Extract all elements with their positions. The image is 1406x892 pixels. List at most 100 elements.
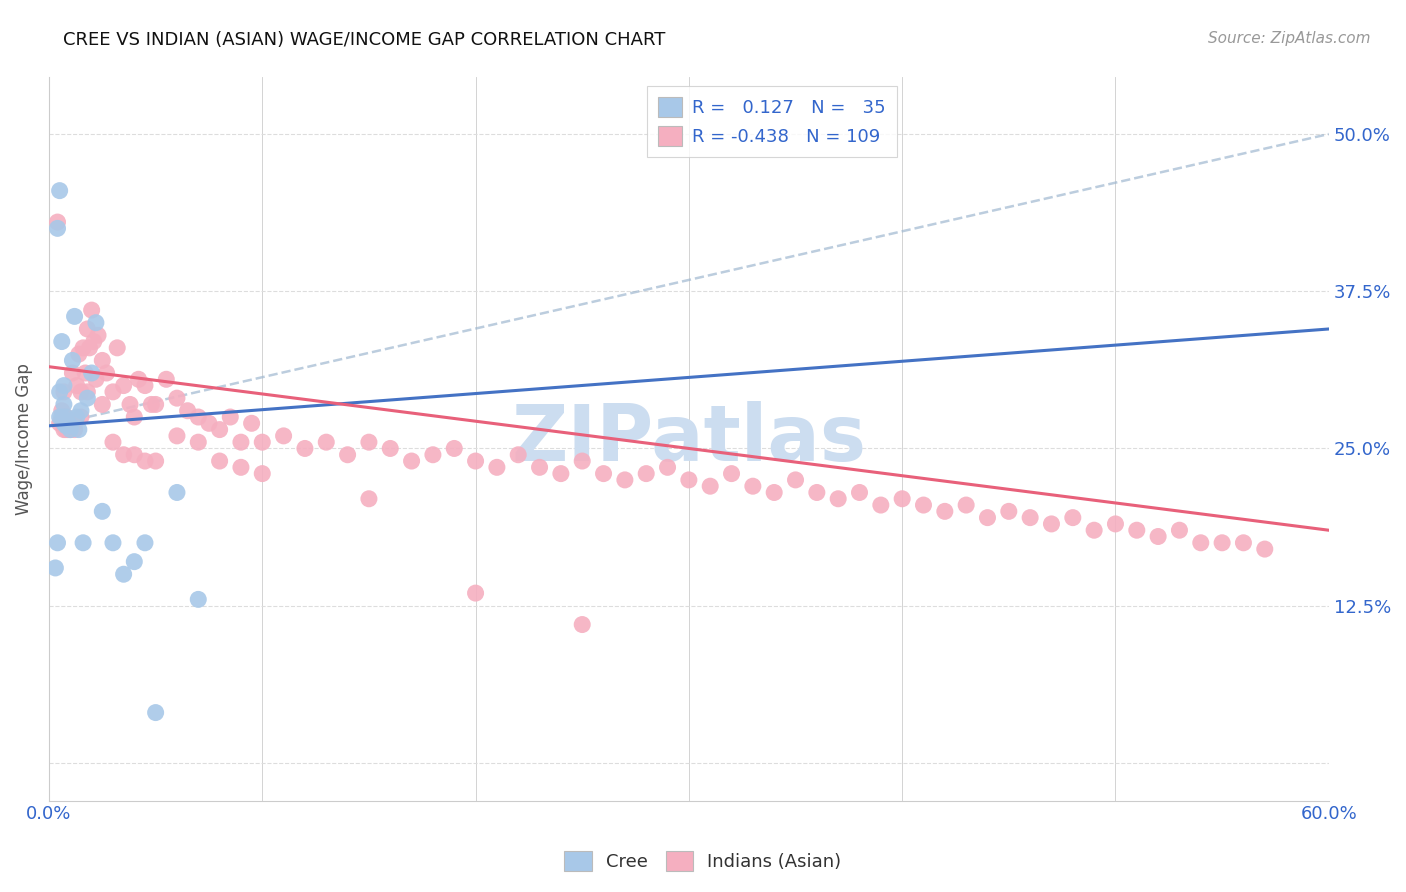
Text: Source: ZipAtlas.com: Source: ZipAtlas.com	[1208, 31, 1371, 46]
Point	[91, 397, 114, 411]
Point	[485, 460, 508, 475]
Point	[59, 423, 82, 437]
Point	[357, 491, 380, 506]
Point	[59, 418, 82, 433]
Point	[636, 467, 658, 481]
Point	[76, 391, 98, 405]
Point	[124, 448, 146, 462]
Point	[51, 403, 73, 417]
Point	[51, 334, 73, 349]
Point	[46, 215, 69, 229]
Point	[166, 429, 188, 443]
Point	[56, 417, 79, 431]
Point	[51, 410, 73, 425]
Point	[145, 397, 167, 411]
Point	[48, 410, 70, 425]
Y-axis label: Wage/Income Gap: Wage/Income Gap	[15, 363, 32, 515]
Point	[464, 586, 486, 600]
Point	[63, 310, 86, 324]
Point	[63, 417, 86, 431]
Point	[508, 448, 530, 462]
Point	[613, 473, 636, 487]
Point	[187, 410, 209, 425]
Point	[80, 303, 103, 318]
Point	[52, 378, 75, 392]
Legend: Cree, Indians (Asian): Cree, Indians (Asian)	[557, 844, 849, 879]
Point	[806, 485, 828, 500]
Point	[91, 353, 114, 368]
Point	[252, 467, 274, 481]
Point	[1232, 536, 1254, 550]
Point	[46, 221, 69, 235]
Text: ZIPatlas: ZIPatlas	[512, 401, 866, 477]
Point	[208, 454, 231, 468]
Point	[380, 442, 402, 456]
Point	[1211, 536, 1233, 550]
Point	[62, 353, 84, 368]
Point	[91, 504, 114, 518]
Point	[529, 460, 551, 475]
Point	[84, 372, 107, 386]
Point	[101, 536, 124, 550]
Point	[84, 316, 107, 330]
Point	[124, 555, 146, 569]
Point	[63, 423, 86, 437]
Point	[219, 410, 242, 425]
Point	[145, 706, 167, 720]
Point	[848, 485, 870, 500]
Point	[229, 435, 252, 450]
Point	[105, 341, 128, 355]
Point	[315, 435, 337, 450]
Point	[678, 473, 700, 487]
Point	[72, 341, 94, 355]
Point	[52, 417, 75, 431]
Point	[145, 454, 167, 468]
Point	[401, 454, 423, 468]
Point	[166, 391, 188, 405]
Point	[112, 378, 135, 392]
Point	[187, 592, 209, 607]
Point	[101, 435, 124, 450]
Point	[44, 561, 66, 575]
Point	[72, 536, 94, 550]
Point	[208, 423, 231, 437]
Point	[273, 429, 295, 443]
Point	[128, 372, 150, 386]
Point	[1168, 523, 1191, 537]
Point	[1062, 510, 1084, 524]
Legend: R =   0.127   N =   35, R = -0.438   N = 109: R = 0.127 N = 35, R = -0.438 N = 109	[647, 87, 897, 157]
Point	[252, 435, 274, 450]
Point	[48, 417, 70, 431]
Point	[80, 366, 103, 380]
Point	[66, 378, 89, 392]
Point	[741, 479, 763, 493]
Point	[62, 366, 84, 380]
Point	[176, 403, 198, 417]
Point	[155, 372, 177, 386]
Point	[1126, 523, 1149, 537]
Point	[166, 485, 188, 500]
Point	[1147, 529, 1170, 543]
Point	[998, 504, 1021, 518]
Point	[720, 467, 742, 481]
Point	[76, 384, 98, 399]
Point	[357, 435, 380, 450]
Point	[56, 423, 79, 437]
Point	[422, 448, 444, 462]
Point	[229, 460, 252, 475]
Point	[657, 460, 679, 475]
Point	[141, 397, 163, 411]
Point	[827, 491, 849, 506]
Point	[52, 384, 75, 399]
Point	[75, 366, 97, 380]
Point	[785, 473, 807, 487]
Point	[134, 536, 156, 550]
Point	[52, 423, 75, 437]
Point	[55, 410, 77, 425]
Point	[134, 454, 156, 468]
Point	[1040, 516, 1063, 531]
Point	[118, 397, 141, 411]
Point	[763, 485, 786, 500]
Point	[891, 491, 914, 506]
Point	[48, 384, 70, 399]
